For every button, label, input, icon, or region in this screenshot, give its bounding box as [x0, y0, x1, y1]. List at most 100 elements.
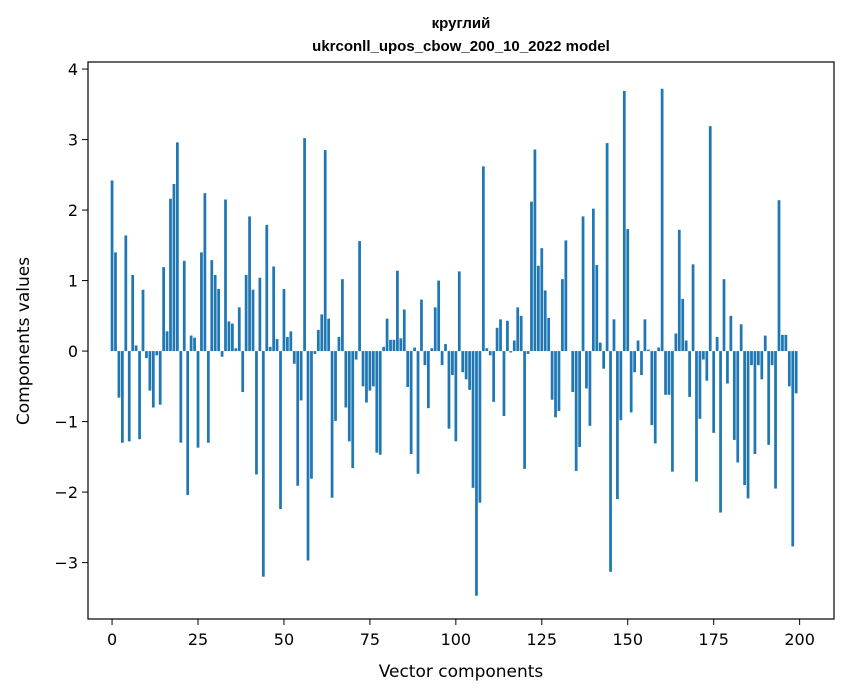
- bar-99: [451, 351, 454, 376]
- y-axis-ticks: −3 −2 −1 0 1 2 3 4: [54, 60, 88, 573]
- bar-16: [165, 331, 169, 352]
- bar-70: [351, 351, 355, 469]
- bar-122: [530, 201, 533, 352]
- bar-118: [516, 307, 520, 352]
- bar-46: [268, 346, 272, 352]
- bar-165: [677, 229, 681, 352]
- bar-84: [399, 338, 403, 352]
- x-tick-label-25: 25: [188, 630, 208, 649]
- bar-103: [464, 351, 468, 380]
- bars-group: [110, 88, 798, 596]
- x-tick-label-125: 125: [527, 630, 558, 649]
- bar-36: [234, 348, 238, 352]
- bar-59: [313, 351, 317, 354]
- bar-1: [114, 252, 117, 352]
- bar-83: [396, 270, 399, 352]
- bar-65: [334, 351, 337, 421]
- bar-120: [523, 351, 526, 469]
- x-tick-label-50: 50: [274, 630, 294, 649]
- bar-12: [151, 351, 155, 408]
- bar-134: [571, 351, 575, 392]
- bar-193: [774, 351, 777, 489]
- bar-48: [275, 339, 279, 352]
- bar-176: [715, 336, 719, 352]
- bar-148: [619, 351, 623, 421]
- bar-87: [409, 351, 413, 455]
- bar-182: [736, 351, 740, 463]
- bar-113: [499, 319, 502, 352]
- bar-112: [495, 327, 499, 352]
- bar-128: [550, 351, 554, 400]
- bar-159: [657, 347, 661, 352]
- bar-2: [117, 351, 121, 398]
- bar-98: [447, 351, 451, 429]
- bar-172: [701, 351, 705, 360]
- y-tick-label--3: −3: [54, 554, 78, 573]
- bar-37: [237, 307, 241, 352]
- bar-124: [536, 265, 540, 352]
- bar-151: [629, 351, 633, 413]
- bar-126: [543, 290, 547, 352]
- bar-196: [784, 334, 788, 352]
- bar-137: [581, 216, 585, 352]
- bar-54: [296, 351, 300, 486]
- bar-66: [337, 336, 341, 352]
- bar-5: [127, 351, 131, 442]
- bar-164: [674, 333, 678, 352]
- bar-15: [162, 267, 166, 352]
- bar-160: [660, 88, 664, 352]
- bar-91: [423, 351, 427, 366]
- bar-35: [231, 323, 234, 352]
- plot-frame: [87, 61, 835, 620]
- bar-56: [303, 138, 306, 352]
- bar-107: [478, 351, 482, 503]
- bar-140: [591, 208, 595, 352]
- bar-51: [286, 336, 289, 352]
- x-axis-label: Vector components: [379, 662, 544, 682]
- bar-197: [787, 351, 791, 387]
- bar-141: [595, 265, 599, 352]
- bar-96: [440, 351, 444, 366]
- bar-38: [241, 351, 245, 392]
- bar-13: [155, 351, 159, 356]
- bar-44: [261, 351, 265, 577]
- bar-105: [471, 351, 475, 488]
- bar-95: [437, 280, 441, 352]
- bar-145: [609, 351, 612, 572]
- bar-195: [781, 334, 784, 352]
- bar-166: [681, 298, 685, 352]
- bar-50: [282, 289, 286, 352]
- bar-199: [794, 351, 798, 394]
- bar-132: [564, 240, 568, 352]
- bar-61: [320, 314, 324, 352]
- bar-45: [265, 224, 269, 352]
- bar-79: [382, 346, 386, 352]
- bar-114: [502, 351, 506, 416]
- bar-71: [354, 351, 358, 360]
- bar-67: [341, 279, 344, 352]
- bar-29: [210, 260, 214, 352]
- bar-149: [622, 90, 626, 352]
- bar-22: [186, 351, 190, 495]
- bar-97: [444, 344, 447, 352]
- bar-189: [760, 351, 764, 380]
- y-tick-label-0: 0: [68, 342, 78, 361]
- x-tick-label-200: 200: [784, 630, 815, 649]
- bar-74: [365, 351, 368, 403]
- bar-58: [310, 351, 313, 479]
- bar-138: [585, 351, 588, 389]
- bar-33: [224, 199, 227, 352]
- bar-101: [457, 271, 461, 352]
- bar-31: [217, 289, 221, 352]
- bar-188: [756, 351, 760, 366]
- x-tick-label-150: 150: [612, 630, 643, 649]
- bar-47: [272, 266, 276, 352]
- bar-69: [347, 351, 351, 442]
- bar-111: [492, 351, 496, 402]
- y-tick-label--2: −2: [54, 483, 78, 502]
- bar-121: [526, 351, 530, 354]
- bar-40: [248, 216, 251, 352]
- bar-175: [712, 351, 716, 433]
- bar-155: [643, 319, 647, 352]
- bar-82: [392, 339, 396, 352]
